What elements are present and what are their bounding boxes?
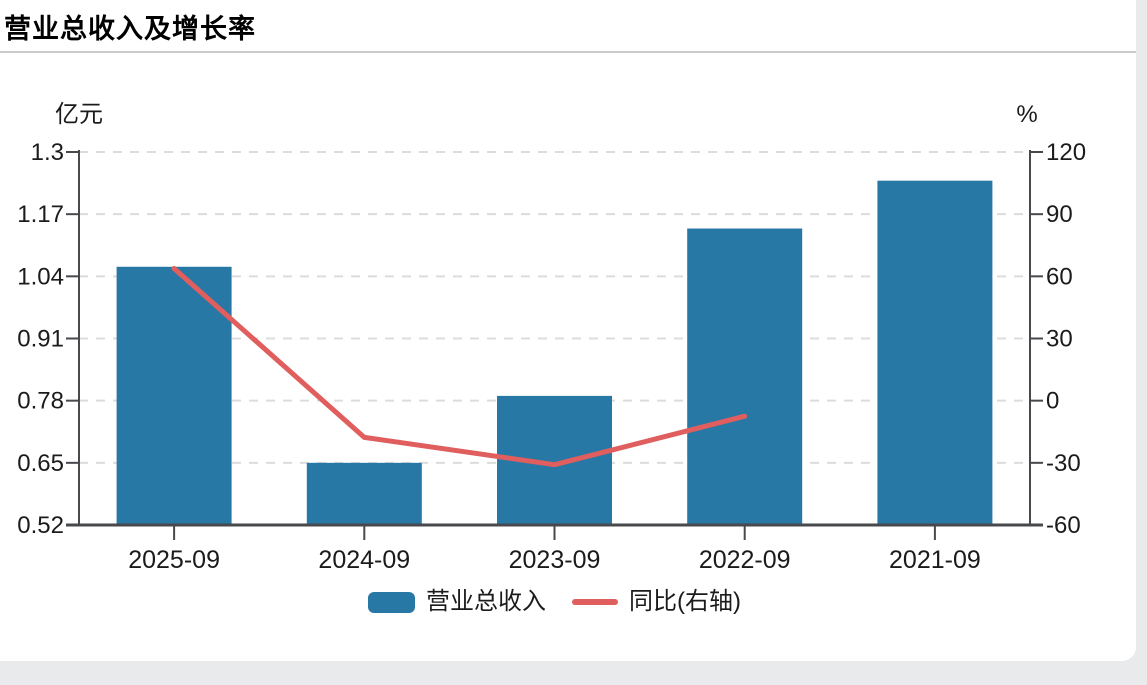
revenue-growth-chart: 1.3 1.17 1.04 0.91 0.78 0.65 0.52 120 90 60 30 0 -30… — [17, 101, 1086, 574]
right-axis-label: 30 — [1046, 326, 1073, 353]
x-axis-label: 2025-09 — [128, 546, 220, 574]
right-axis-label: -60 — [1046, 512, 1081, 539]
right-axis-label: 90 — [1046, 201, 1073, 228]
right-axis-label: -30 — [1046, 450, 1081, 477]
left-axis-label: 1.17 — [17, 201, 64, 228]
chart-title: 营业总收入及增长率 — [4, 14, 256, 44]
left-axis-label: 1.3 — [31, 139, 64, 166]
x-axis-label: 2024-09 — [318, 546, 410, 574]
left-axis-label: 0.65 — [17, 450, 64, 477]
legend-bar-swatch-icon — [368, 591, 415, 613]
right-axis-label: 0 — [1046, 388, 1059, 415]
right-axis-label: 120 — [1046, 139, 1086, 166]
chart-card: 营业总收入及增长率 1.3 1.17 1.04 0.91 0.78 0.65 0.52 120… — [0, 0, 1136, 661]
x-axis-label: 2022-09 — [699, 546, 791, 574]
legend-item-revenue[interactable]: 营业总收入 — [368, 590, 546, 614]
title-divider — [0, 51, 1136, 53]
x-axis-label: 2021-09 — [889, 546, 981, 574]
legend-revenue-label: 营业总收入 — [426, 588, 546, 615]
left-axis-label: 1.04 — [17, 263, 64, 290]
revenue-bar-2021-09[interactable] — [877, 180, 993, 524]
x-axis-label: 2023-09 — [509, 546, 601, 574]
right-axis-label: 60 — [1046, 263, 1073, 290]
revenue-bar-2022-09[interactable] — [687, 228, 803, 524]
legend-line-swatch-icon — [572, 599, 618, 605]
left-axis-label: 0.91 — [17, 326, 64, 353]
yoy-line[interactable] — [171, 265, 748, 468]
right-axis-unit-label: % — [1016, 101, 1037, 128]
left-axis-unit-label: 亿元 — [55, 101, 103, 128]
legend-item-yoy[interactable]: 同比(右轴) — [572, 590, 741, 614]
chart-legend: 营业总收入 同比(右轴) — [79, 584, 1030, 620]
revenue-bar-2024-09[interactable] — [306, 462, 422, 524]
legend-yoy-label: 同比(右轴) — [629, 588, 741, 615]
revenue-bar-2025-09[interactable] — [116, 266, 232, 524]
left-axis-label: 0.78 — [17, 388, 64, 415]
left-axis-label: 0.52 — [17, 512, 64, 539]
